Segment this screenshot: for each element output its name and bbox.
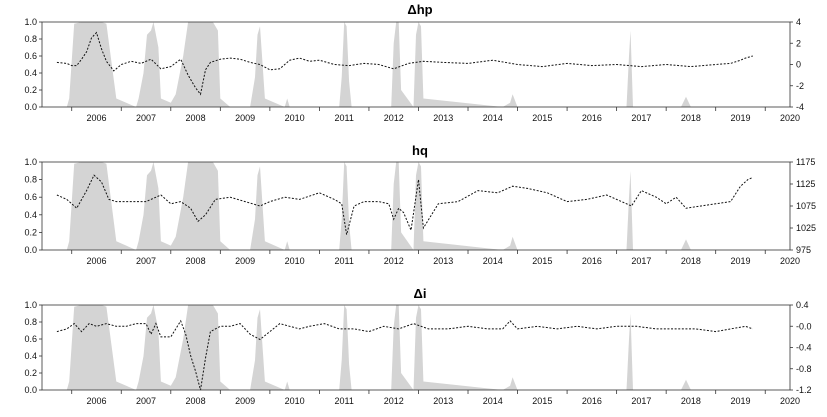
panel-3: 0.0 0.2 0.4 0.6 0.8 1.0 -1.2 -0.8 -0.4 -0.0 0.4 200…: [24, 286, 811, 406]
x-tick-label: 2008: [186, 113, 206, 123]
panel-title: hq: [412, 143, 428, 158]
x-tick-label: 2007: [136, 113, 156, 123]
left-tick-label: 0.0: [24, 102, 37, 112]
right-tick-label: -0.0: [796, 321, 812, 331]
x-tick-label: 2009: [235, 396, 255, 406]
probability-area: [42, 22, 790, 107]
x-tick-label: 2011: [334, 113, 353, 123]
x-tick-label: 2014: [483, 256, 503, 266]
right-tick-label: 975: [796, 245, 811, 255]
x-tick-label: 2020: [780, 396, 800, 406]
left-tick-label: 0.6: [24, 192, 37, 202]
probability-area: [42, 162, 790, 250]
x-tick-label: 2009: [235, 113, 255, 123]
left-tick-label: 0.2: [24, 368, 37, 378]
x-tick-label: 2014: [483, 113, 503, 123]
x-tick-label: 2017: [631, 396, 651, 406]
x-tick-label: 2018: [681, 256, 701, 266]
left-tick-label: 0.8: [24, 34, 37, 44]
x-tick-label: 2013: [433, 396, 453, 406]
panel-title: Δi: [414, 286, 427, 301]
x-tick-label: 2019: [730, 256, 750, 266]
x-tick-label: 2006: [86, 256, 106, 266]
x-tick-label: 2017: [631, 113, 651, 123]
x-tick-label: 2009: [235, 256, 255, 266]
left-tick-label: 0.8: [24, 317, 37, 327]
right-tick-label: 2: [796, 38, 801, 48]
x-tick-label: 2019: [730, 396, 750, 406]
left-tick-label: 1.0: [24, 17, 37, 27]
right-tick-label: 1075: [796, 201, 816, 211]
left-tick-label: 0.2: [24, 227, 37, 237]
x-tick-label: 2007: [136, 256, 156, 266]
x-tick-label: 2020: [780, 256, 800, 266]
x-tick-label: 2010: [285, 256, 305, 266]
x-tick-label: 2006: [86, 396, 106, 406]
left-tick-label: 0.8: [24, 175, 37, 185]
left-tick-label: 0.0: [24, 385, 37, 395]
probability-area: [42, 305, 790, 390]
right-tick-label: 1025: [796, 223, 816, 233]
x-tick-label: 2013: [433, 113, 453, 123]
left-tick-label: 0.4: [24, 68, 37, 78]
x-tick-label: 2019: [730, 113, 750, 123]
right-tick-label: -2: [796, 81, 804, 91]
right-tick-label: -0.4: [796, 343, 812, 353]
x-tick-label: 2017: [631, 256, 651, 266]
x-tick-label: 2018: [681, 113, 701, 123]
x-tick-label: 2020: [780, 113, 800, 123]
panel-1: 0.0 0.2 0.4 0.6 0.8 1.0 -4 -2 0 2 4 2006 2007 2008 200…: [24, 2, 804, 123]
x-tick-label: 2012: [384, 396, 404, 406]
left-tick-label: 0.0: [24, 245, 37, 255]
x-tick-label: 2011: [334, 396, 353, 406]
x-tick-label: 2015: [532, 256, 552, 266]
x-tick-label: 2008: [186, 256, 206, 266]
x-tick-label: 2012: [384, 256, 404, 266]
x-tick-label: 2013: [433, 256, 453, 266]
x-tick-label: 2016: [582, 256, 602, 266]
x-tick-label: 2015: [532, 396, 552, 406]
x-tick-label: 2016: [582, 396, 602, 406]
x-tick-label: 2012: [384, 113, 404, 123]
right-tick-label: 1175: [796, 157, 815, 167]
series-line: [56, 31, 753, 96]
left-tick-label: 0.2: [24, 85, 37, 95]
x-tick-label: 2014: [483, 396, 503, 406]
left-tick-label: 0.6: [24, 334, 37, 344]
right-tick-label: 1125: [796, 179, 815, 189]
right-tick-label: 4: [796, 17, 801, 27]
right-tick-label: -1.2: [796, 385, 812, 395]
panel-title: Δhp: [407, 2, 432, 17]
panel-2: 0.0 0.2 0.4 0.6 0.8 1.0 975 1025 1075 1125 1175 200…: [24, 143, 816, 266]
right-tick-label: -4: [796, 102, 804, 112]
right-tick-label: -0.8: [796, 364, 812, 374]
left-tick-label: 1.0: [24, 300, 37, 310]
x-tick-label: 2010: [285, 113, 305, 123]
x-tick-label: 2007: [136, 396, 156, 406]
x-tick-label: 2008: [186, 396, 206, 406]
series-line: [56, 174, 754, 235]
left-tick-label: 0.4: [24, 351, 37, 361]
x-tick-label: 2011: [334, 256, 353, 266]
x-tick-label: 2015: [532, 113, 552, 123]
right-tick-label: 0.4: [796, 300, 809, 310]
left-tick-label: 0.4: [24, 210, 37, 220]
x-tick-label: 2016: [582, 113, 602, 123]
x-tick-label: 2006: [86, 113, 106, 123]
x-tick-label: 2010: [285, 396, 305, 406]
left-tick-label: 1.0: [24, 157, 37, 167]
right-tick-label: 0: [796, 60, 801, 70]
left-tick-label: 0.6: [24, 51, 37, 61]
series-line: [56, 319, 753, 391]
x-tick-label: 2018: [681, 396, 701, 406]
